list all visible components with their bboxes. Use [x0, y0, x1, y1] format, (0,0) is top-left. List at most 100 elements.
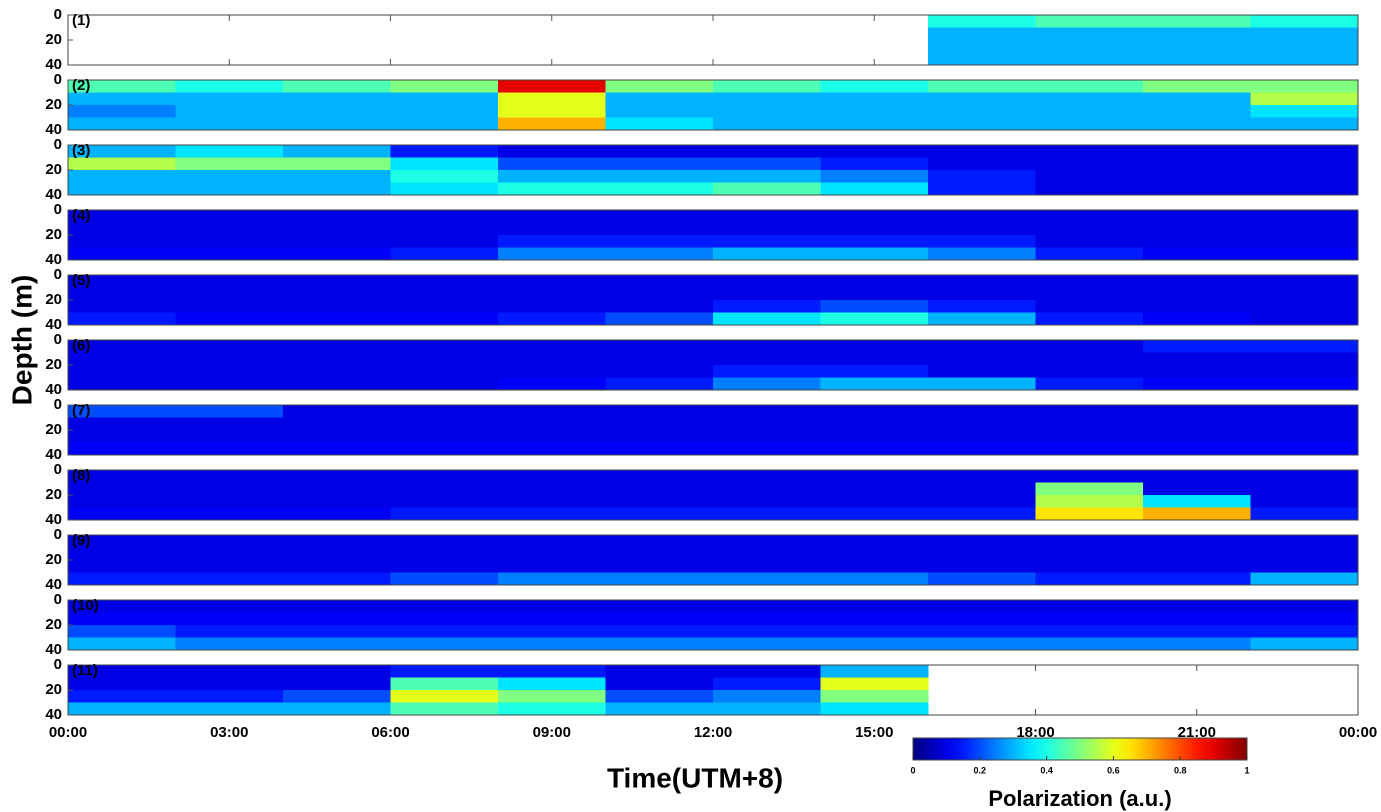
y-tick-label: 20 [45, 681, 62, 698]
heatmap-cell [1250, 40, 1359, 53]
heatmap-cell [498, 352, 606, 366]
colorbar-tick-label: 1 [1244, 765, 1249, 775]
heatmap-cell [928, 507, 1036, 521]
heatmap-cell [283, 507, 391, 521]
x-tick-label: 15:00 [855, 724, 893, 741]
heatmap-cell [1143, 637, 1251, 651]
heatmap-cell [1250, 27, 1359, 41]
heatmap-cell [605, 182, 714, 196]
x-tick-label: 03:00 [210, 724, 248, 741]
heatmap-cell [928, 417, 1036, 431]
heatmap-cell [175, 637, 284, 651]
heatmap-cell [1250, 145, 1359, 158]
heatmap-cell [1143, 442, 1251, 456]
heatmap-cell [498, 677, 606, 691]
heatmap-cell [1250, 92, 1359, 106]
heatmap-cell [1035, 15, 1144, 28]
heatmap-cell [283, 612, 391, 626]
y-tick-label: 20 [45, 356, 62, 373]
heatmap-cell [713, 222, 821, 236]
heatmap-cell [68, 495, 176, 508]
heatmap-cell [68, 625, 176, 638]
heatmap-cell [1250, 182, 1359, 196]
heatmap-cell [1143, 27, 1251, 41]
heatmap-cell [68, 612, 176, 626]
panel-label: (9) [72, 532, 90, 549]
y-tick-label: 20 [45, 161, 62, 178]
heatmap-cell [820, 547, 929, 561]
heatmap-cell [820, 482, 929, 496]
heatmap-cell [283, 417, 391, 431]
heatmap-cell [283, 182, 391, 196]
heatmap-cell [175, 665, 284, 678]
heatmap-cell [1143, 182, 1251, 196]
heatmap-cell [820, 80, 929, 93]
heatmap-cell [605, 287, 714, 301]
y-tick-label: 0 [54, 331, 62, 348]
heatmap-cell [713, 560, 821, 573]
heatmap-cell [68, 702, 176, 716]
heatmap-cell [820, 507, 929, 521]
heatmap-cell [1250, 52, 1359, 66]
heatmap-cell [1035, 365, 1144, 378]
y-tick-label: 0 [54, 656, 62, 673]
heatmap-cell [605, 210, 714, 223]
heatmap-cell [283, 470, 391, 483]
heatmap-cell [1035, 560, 1144, 573]
heatmap-cell [283, 560, 391, 573]
heatmap-cell [498, 145, 606, 158]
heatmap-cell [605, 677, 714, 691]
heatmap-cell [713, 612, 821, 626]
heatmap-cell [605, 482, 714, 496]
heatmap-cell [68, 430, 176, 443]
heatmap-cell [605, 690, 714, 703]
heatmap-cell [283, 117, 391, 131]
heatmap-cell [713, 625, 821, 638]
heatmap-cell [1143, 105, 1251, 118]
heatmap-cell [605, 222, 714, 236]
heatmap-cell [820, 677, 929, 691]
heatmap-cell [68, 665, 176, 678]
heatmap-cell [390, 637, 499, 651]
heatmap-cell [1250, 287, 1359, 301]
heatmap-cell [713, 535, 821, 548]
heatmap-cell [68, 482, 176, 496]
heatmap-cell [820, 300, 929, 313]
heatmap-cell [713, 665, 821, 678]
heatmap-cell [1250, 560, 1359, 573]
heatmap-cell [928, 637, 1036, 651]
heatmap-cell [68, 677, 176, 691]
heatmap-cell [498, 275, 606, 288]
heatmap-cell [498, 182, 606, 196]
heatmap-cell [390, 157, 499, 171]
heatmap-cell [1035, 300, 1144, 313]
heatmap-cell [1250, 222, 1359, 236]
y-tick-label: 0 [54, 591, 62, 608]
heatmap-cell [498, 560, 606, 573]
heatmap-cell [713, 300, 821, 313]
heatmap-cell [605, 300, 714, 313]
heatmap-cell [928, 482, 1036, 496]
heatmap-cell [820, 665, 929, 678]
y-tick-label: 0 [54, 136, 62, 153]
y-tick-label: 20 [45, 486, 62, 503]
heatmap-cell [1250, 417, 1359, 431]
panel-label: (6) [72, 337, 90, 354]
heatmap-cell [820, 535, 929, 548]
heatmap-cell [713, 572, 821, 586]
colorbar-tick-label: 0.6 [1107, 765, 1120, 775]
heatmap-cell [820, 442, 929, 456]
heatmap-cell [1250, 442, 1359, 456]
heatmap-cell [1143, 352, 1251, 366]
heatmap-cell [175, 170, 284, 183]
heatmap-cell [1143, 482, 1251, 496]
y-tick-label: 20 [45, 291, 62, 308]
heatmap-cell [175, 275, 284, 288]
heatmap-cell [283, 352, 391, 366]
heatmap-cell [1143, 470, 1251, 483]
heatmap-cell [1143, 365, 1251, 378]
heatmap-cell [1250, 15, 1359, 28]
heatmap-cell [498, 482, 606, 496]
heatmap-cell [175, 210, 284, 223]
